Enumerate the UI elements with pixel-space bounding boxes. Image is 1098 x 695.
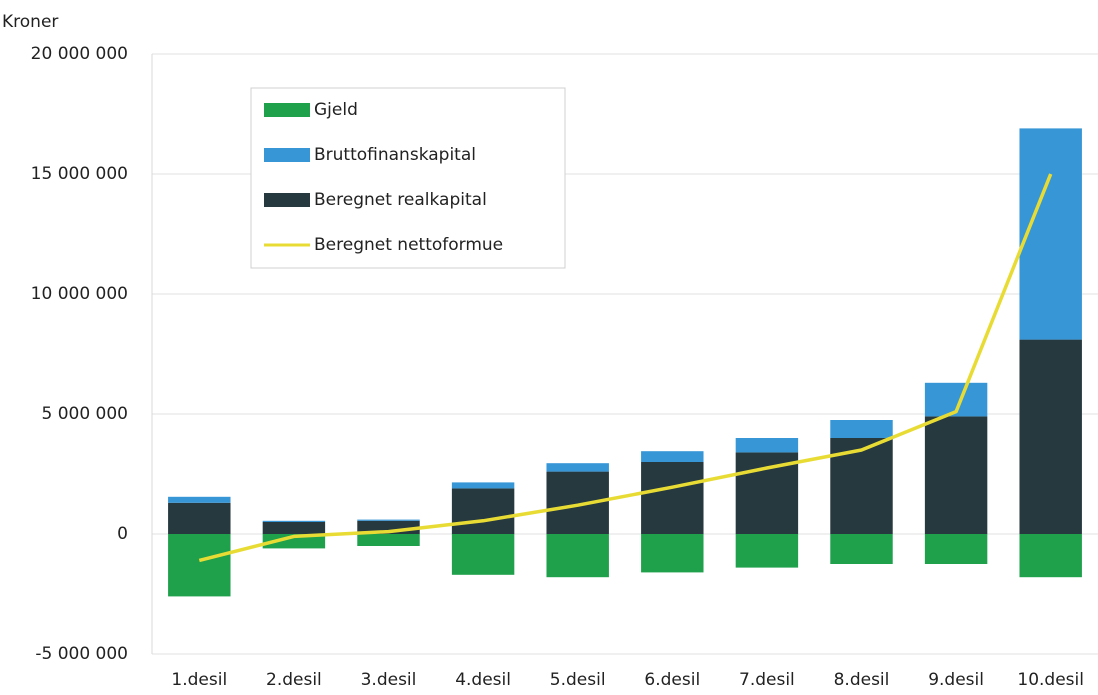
bar [168,502,231,534]
bar [357,534,420,546]
bar [357,519,420,521]
x-tick-label: 6.desil [644,670,700,690]
line [198,173,1053,563]
bar [641,534,704,573]
bar [1019,339,1082,534]
bar [924,534,988,564]
legend-label: Beregnet nettoformue [314,235,503,255]
x-tick-label: 3.desil [361,670,417,690]
bar [262,522,326,534]
bar [546,534,609,578]
x-tick-label: 7.desil [739,670,795,690]
bar [546,463,609,472]
x-tick-label: 10.desil [1017,670,1084,690]
y-tick-label: 5 000 000 [41,404,128,424]
legend-label: Bruttofinanskapital [314,145,476,165]
bar [262,520,326,522]
bar [641,451,704,462]
bar [262,534,326,549]
bar [735,534,799,568]
x-tick-label: 1.desil [171,670,227,690]
bar [830,534,893,564]
y-axis-label: Kroner [2,12,58,32]
bar [168,496,231,503]
bar [641,462,704,534]
x-tick-label: 9.desil [928,670,984,690]
legend-label: Gjeld [314,100,358,120]
bar [830,420,893,438]
x-tick-label: 4.desil [455,670,511,690]
legend: Gjeld Bruttofinanskapital Beregnet realkap… [250,87,566,269]
legend-swatch [264,148,310,162]
y-tick-label: -5 000 000 [35,644,128,664]
bar [735,438,799,453]
bar [168,534,231,597]
legend-swatch [264,103,310,117]
y-tick-label: 20 000 000 [31,44,128,64]
bar [1019,534,1082,578]
x-tick-label: 2.desil [266,670,322,690]
legend-label: Beregnet realkapital [314,190,487,210]
y-tick-label: 15 000 000 [31,164,128,184]
x-tick-label: 8.desil [834,670,890,690]
bar [735,452,799,534]
legend-box [250,87,566,269]
bar [451,534,515,575]
bar [924,416,988,534]
y-tick-label: 0 [117,524,128,544]
x-tick-label: 5.desil [550,670,606,690]
bar [451,488,515,534]
bar [451,482,515,489]
y-tick-label: 10 000 000 [31,284,128,304]
bar [1019,128,1082,340]
legend-swatch [264,193,310,207]
